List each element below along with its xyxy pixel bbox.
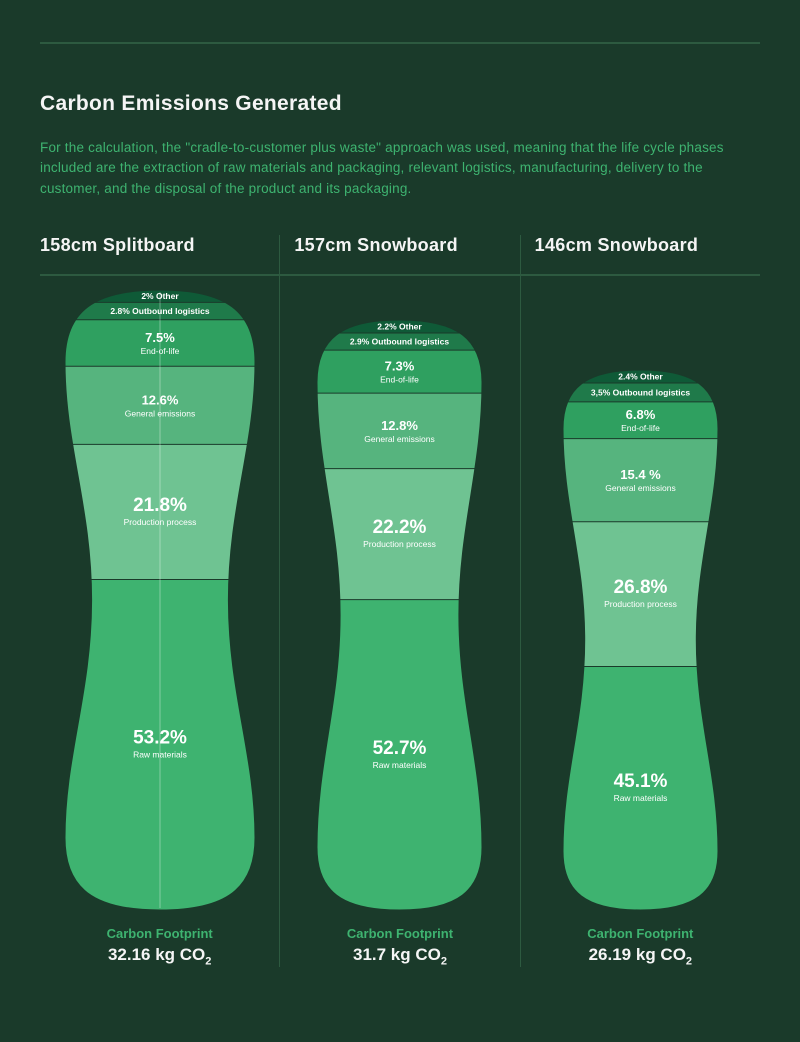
segment-label: Raw materials bbox=[373, 760, 427, 770]
segment-label: End-of-life bbox=[381, 374, 420, 384]
snowboard-chart: 2.4% Other 3,5% Outbound logistics 6.8%End… bbox=[563, 370, 718, 910]
segment-pct: 52.7% bbox=[373, 738, 427, 759]
boards-row: 158cm Splitboard 2% Other2.8% Outbound lo… bbox=[40, 235, 760, 967]
segment-label: 2.2% Other bbox=[378, 321, 423, 331]
segment-label: Production process bbox=[364, 539, 437, 549]
snowboard-chart: 2% Other2.8% Outbound logistics7.5%End-o… bbox=[65, 290, 255, 910]
carbon-footprint: Carbon Footprint 32.16 kg CO2 bbox=[40, 926, 279, 967]
segment-pct: 22.2% bbox=[373, 517, 427, 538]
description: For the calculation, the "cradle-to-cust… bbox=[40, 138, 760, 199]
segment-label: General emissions bbox=[605, 483, 675, 493]
segment-pct: 6.8% bbox=[625, 407, 655, 422]
segment-pct: 26.8% bbox=[613, 577, 667, 598]
footprint-value: 31.7 kg CO2 bbox=[280, 945, 519, 967]
segment-label: General emissions bbox=[365, 434, 435, 444]
footprint-label: Carbon Footprint bbox=[280, 926, 519, 941]
segment-pct: 45.1% bbox=[613, 771, 667, 792]
board-figure: 2% Other2.8% Outbound logistics7.5%End-o… bbox=[40, 276, 279, 910]
segment-label: Production process bbox=[604, 599, 677, 609]
board-column: 157cm Snowboard 2.2% Other 2.9% Outbound l… bbox=[279, 235, 519, 967]
segment-pct: 15.4 % bbox=[620, 467, 661, 482]
snowboard-chart: 2.2% Other 2.9% Outbound logistics 7.3%End… bbox=[317, 320, 482, 910]
top-rule bbox=[40, 42, 760, 44]
board-title: 158cm Splitboard bbox=[40, 235, 279, 276]
footprint-label: Carbon Footprint bbox=[40, 926, 279, 941]
carbon-footprint: Carbon Footprint 31.7 kg CO2 bbox=[280, 926, 519, 967]
board-title: 146cm Snowboard bbox=[521, 235, 760, 276]
board-figure: 2.2% Other 2.9% Outbound logistics 7.3%End… bbox=[280, 276, 519, 910]
footprint-label: Carbon Footprint bbox=[521, 926, 760, 941]
segment-label: 2.4% Other bbox=[618, 371, 663, 381]
board-column: 146cm Snowboard 2.4% Other 3,5% Outbound l… bbox=[520, 235, 760, 967]
segment-label: 3,5% Outbound logistics bbox=[591, 387, 690, 397]
board-column: 158cm Splitboard 2% Other2.8% Outbound lo… bbox=[40, 235, 279, 967]
page-title: Carbon Emissions Generated bbox=[40, 92, 760, 116]
segment-label: Raw materials bbox=[613, 793, 667, 803]
segment-pct: 7.3% bbox=[385, 358, 415, 373]
footprint-value: 26.19 kg CO2 bbox=[521, 945, 760, 967]
board-figure: 2.4% Other 3,5% Outbound logistics 6.8%End… bbox=[521, 276, 760, 910]
segment-label: End-of-life bbox=[621, 423, 660, 433]
segment-pct: 12.8% bbox=[382, 418, 419, 433]
carbon-footprint: Carbon Footprint 26.19 kg CO2 bbox=[521, 926, 760, 967]
segment-label: 2.9% Outbound logistics bbox=[350, 336, 449, 346]
board-title: 157cm Snowboard bbox=[280, 235, 519, 276]
footprint-value: 32.16 kg CO2 bbox=[40, 945, 279, 967]
